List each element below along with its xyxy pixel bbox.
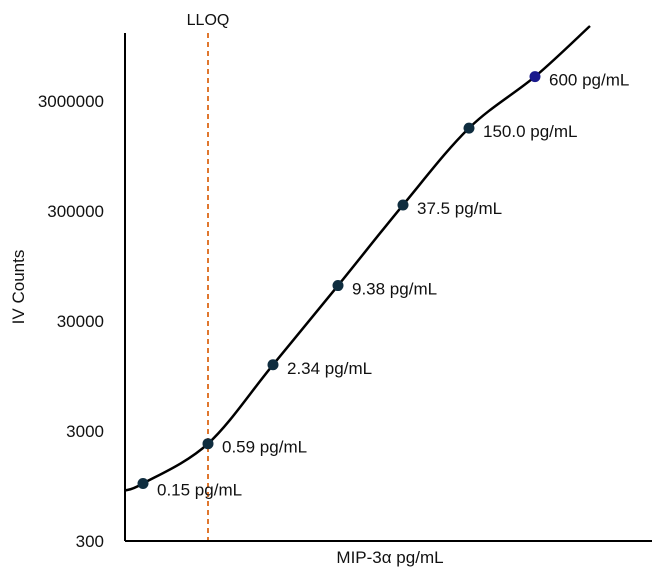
- data-point-label: 2.34 pg/mL: [287, 359, 372, 378]
- data-point-label: 150.0 pg/mL: [483, 122, 578, 141]
- point-labels: 0.15 pg/mL 0.59 pg/mL 2.34 pg/mL 9.38 pg/mL…: [157, 71, 629, 500]
- data-point: [398, 200, 409, 211]
- lloq-label: LLOQ: [187, 12, 230, 29]
- y-tick-labels: 300 3000 30000 300000 3000000: [38, 92, 104, 551]
- data-point-label: 9.38 pg/mL: [352, 280, 437, 299]
- y-tick-label: 3000000: [38, 92, 104, 111]
- data-point: [138, 478, 149, 489]
- data-points: [138, 71, 541, 489]
- fit-curve: [125, 26, 590, 490]
- data-point-label: 0.59 pg/mL: [222, 438, 307, 457]
- y-tick-label: 300: [76, 532, 104, 551]
- data-point: [530, 71, 541, 82]
- data-point: [333, 280, 344, 291]
- data-point: [464, 123, 475, 134]
- x-axis-label: MIP-3α pg/mL: [336, 548, 443, 567]
- data-point-label: 37.5 pg/mL: [417, 199, 502, 218]
- y-axis-label: IV Counts: [9, 250, 28, 325]
- curve-layer: [125, 26, 590, 490]
- data-point-label: 600 pg/mL: [549, 71, 629, 90]
- data-point: [268, 359, 279, 370]
- y-tick-label: 3000: [66, 422, 104, 441]
- data-point: [203, 438, 214, 449]
- y-tick-label: 30000: [57, 312, 104, 331]
- y-tick-label: 300000: [47, 202, 104, 221]
- data-point-label: 0.15 pg/mL: [157, 480, 242, 499]
